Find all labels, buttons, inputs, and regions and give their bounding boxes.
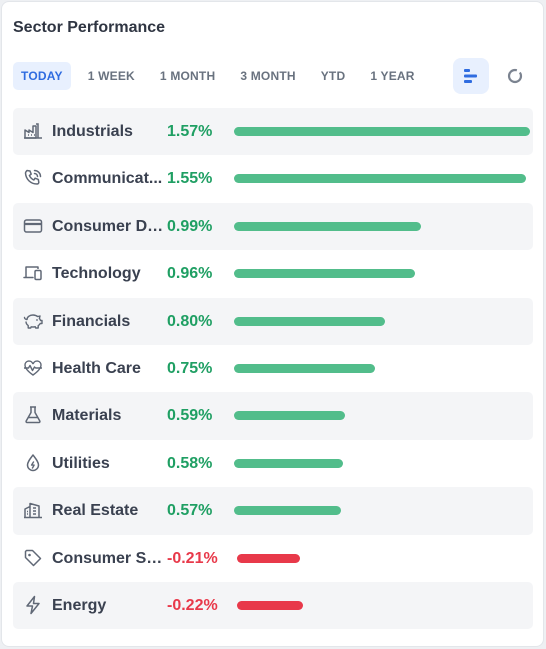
- lightning-icon: [23, 595, 43, 615]
- sector-bar: [234, 458, 343, 468]
- factory-icon: [23, 121, 43, 141]
- flask-icon: [23, 405, 43, 425]
- sector-change-value: 0.75%: [167, 359, 213, 377]
- sector-row-communication-services[interactable]: Communicat... 1.55%: [13, 155, 533, 202]
- piggy-bank-icon: [23, 311, 43, 331]
- sector-bar: [234, 221, 421, 231]
- sector-change-value: -0.22%: [167, 596, 218, 614]
- sector-bar: [237, 600, 303, 610]
- tab-today[interactable]: TODAY: [13, 62, 71, 90]
- sector-change-value: 0.57%: [167, 502, 213, 520]
- sector-name: Utilities: [52, 454, 110, 472]
- sector-row-utilities[interactable]: Utilities 0.58%: [13, 440, 533, 487]
- sector-name: Consumer Di...: [52, 217, 164, 235]
- sector-name: Energy: [52, 596, 107, 614]
- sector-bar: [234, 269, 415, 279]
- donut-chart-view-button[interactable]: [497, 58, 533, 94]
- sector-bar: [234, 174, 526, 184]
- sector-bar: [234, 127, 530, 136]
- sector-change-value: 0.59%: [167, 407, 213, 425]
- sector-change-value: 0.99%: [167, 217, 213, 235]
- sector-name: Real Estate: [52, 502, 139, 520]
- devices-icon: [23, 263, 43, 283]
- credit-card-icon: [23, 216, 43, 236]
- sector-change-value: 1.55%: [167, 170, 213, 188]
- sector-row-energy[interactable]: Energy -0.22%: [13, 581, 533, 630]
- building-icon: [23, 500, 43, 520]
- sector-bar: [234, 316, 385, 326]
- sector-row-real-estate[interactable]: Real Estate 0.57%: [13, 487, 533, 535]
- sector-row-consumer-staples[interactable]: Consumer St... -0.21%: [13, 535, 533, 582]
- bar-chart-view-button[interactable]: [453, 58, 489, 94]
- sector-bar: [234, 363, 375, 373]
- sector-name: Health Care: [52, 359, 141, 377]
- heartbeat-icon: [23, 358, 43, 378]
- sector-row-consumer-discretionary[interactable]: Consumer Di... 0.99%: [13, 202, 533, 251]
- tab-1-week[interactable]: 1 WEEK: [87, 69, 135, 83]
- donut-chart-icon: [507, 68, 523, 84]
- tab-1-month[interactable]: 1 MONTH: [159, 69, 216, 83]
- sector-name: Consumer St...: [52, 549, 164, 567]
- sector-change-value: 1.57%: [167, 123, 213, 140]
- sector-name: Materials: [52, 407, 122, 425]
- sector-name: Industrials: [52, 123, 133, 140]
- sector-change-value: -0.21%: [167, 549, 218, 567]
- tag-icon: [23, 548, 43, 568]
- timeframe-tabs: TODAY 1 WEEK 1 MONTH 3 MONTH YTD 1 YEAR: [13, 62, 432, 90]
- tab-3-month[interactable]: 3 MONTH: [240, 69, 296, 83]
- sector-name: Technology: [52, 265, 141, 283]
- bar-chart-icon: [464, 69, 477, 83]
- sector-bar: [237, 553, 300, 563]
- sector-change-value: 0.96%: [167, 265, 213, 283]
- sector-list: Industrials 1.57% Communicat... 1.55% Consum…: [13, 108, 533, 630]
- sector-row-materials[interactable]: Materials 0.59%: [13, 392, 533, 440]
- sector-row-industrials[interactable]: Industrials 1.57%: [13, 108, 533, 156]
- sector-bar: [234, 506, 341, 516]
- phone-icon: [23, 168, 43, 188]
- sector-row-technology[interactable]: Technology 0.96%: [13, 250, 533, 297]
- sector-change-value: 0.80%: [167, 312, 213, 330]
- sector-name: Financials: [52, 312, 131, 330]
- sector-bar: [234, 411, 345, 421]
- sector-name: Communicat...: [52, 170, 163, 188]
- sector-row-health-care[interactable]: Health Care 0.75%: [13, 345, 533, 392]
- sector-change-value: 0.58%: [167, 454, 213, 472]
- tab-1-year[interactable]: 1 YEAR: [370, 69, 415, 83]
- widget-title: Sector Performance: [13, 19, 166, 36]
- water-drop-icon: [23, 453, 43, 473]
- tab-ytd[interactable]: YTD: [320, 69, 346, 83]
- sector-row-financials[interactable]: Financials 0.80%: [13, 297, 533, 345]
